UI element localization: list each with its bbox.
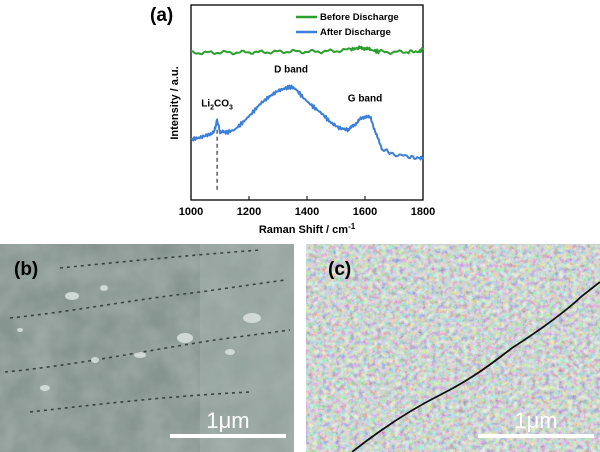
series-line-after-discharge	[190, 84, 424, 161]
panel-label-c: (c)	[328, 259, 351, 280]
sem-image-after: (c) 1μm	[306, 244, 600, 452]
scale-bar-b	[170, 434, 286, 438]
x-tick-label: 1400	[295, 206, 319, 218]
raman-chart-panel: (a) Intensity / a.u. Raman Shift / cm-1 …	[150, 4, 435, 236]
scale-label-c: 1μm	[514, 408, 557, 433]
x-tick-label: 1000	[179, 206, 203, 218]
panel-label-a: (a)	[150, 5, 173, 26]
sem-b-texture	[0, 244, 294, 452]
sem-b-particles	[17, 285, 261, 391]
x-axis-title: Raman Shift / cm-1	[259, 222, 356, 236]
annotation-li2co3: Li2CO3	[201, 98, 233, 111]
legend-label-after: After Discharge	[320, 27, 391, 38]
annotation-g-band: G band	[348, 94, 382, 105]
sem-c-texture	[306, 244, 600, 452]
annotation-d-band: D band	[274, 64, 308, 75]
series-lines	[190, 45, 424, 161]
legend: Before Discharge After Discharge	[296, 12, 399, 38]
sem-image-before: (b) 1μm	[0, 244, 294, 452]
scale-bar-c	[478, 434, 594, 438]
panel-label-b: (b)	[14, 259, 38, 280]
x-ticks: 1000 1200 1400 1600 1800	[179, 196, 435, 218]
sem-b-cracks	[4, 249, 291, 413]
sem-b-bright-region	[200, 244, 294, 452]
legend-label-before: Before Discharge	[320, 12, 399, 23]
scale-label-b: 1μm	[206, 408, 249, 433]
sem-c-crack	[351, 281, 600, 452]
series-line-before-discharge	[191, 45, 424, 56]
x-tick-label: 1800	[411, 206, 435, 218]
x-tick-label: 1600	[353, 206, 377, 218]
x-tick-label: 1200	[237, 206, 261, 218]
y-axis-title: Intensity / a.u.	[169, 66, 181, 139]
